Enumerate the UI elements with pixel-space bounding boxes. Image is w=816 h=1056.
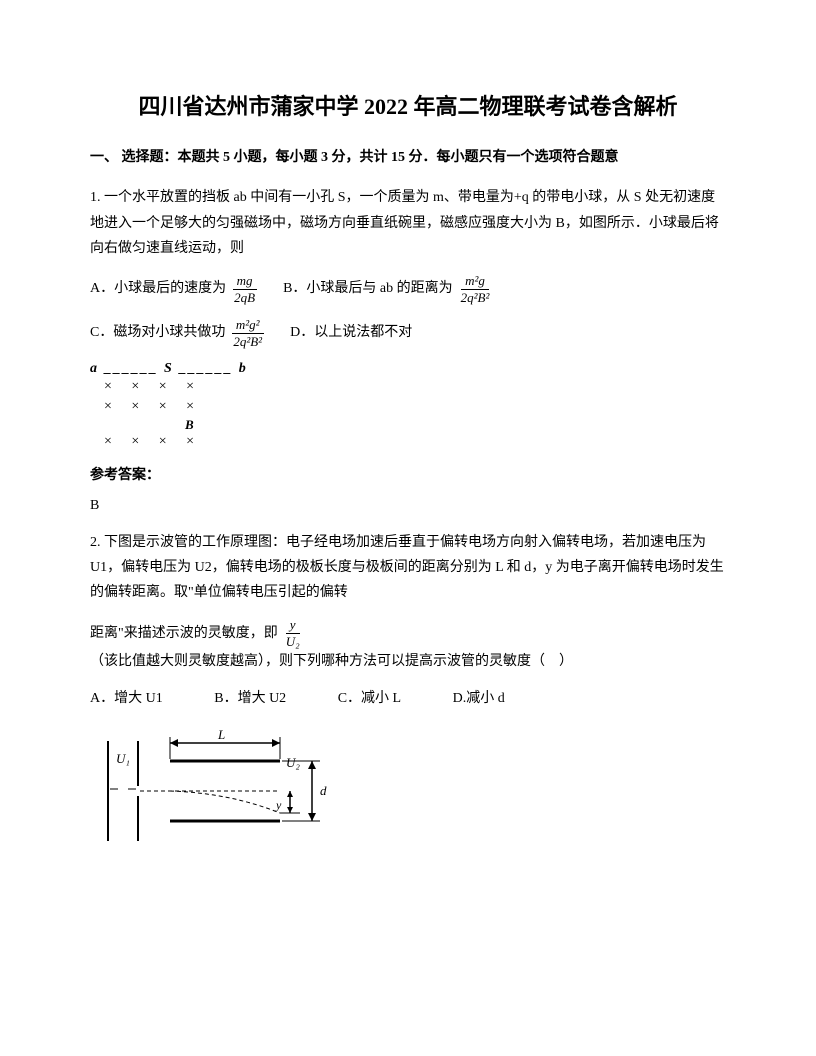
u1-label: U₁ [116,751,130,766]
q2-text-p1: 2. 下图是示波管的工作原理图：电子经电场加速后垂直于偏转电场方向射入偏转电场，… [90,530,726,606]
q1-optA-num: mg [233,273,257,290]
q2-frac-den: U₂ [282,634,304,650]
q2-frac-num: y [286,617,300,634]
q1-diagram-b: B [90,417,726,433]
q1-options-cd: C．磁场对小球共做功 m²g² 2q²B² D．以上说法都不对 [90,317,726,349]
q1-optC-prefix: C．磁场对小球共做功 [90,318,225,349]
q2-options: A．增大 U1 B．增大 U2 C．减小 L D.减小 d [90,687,726,707]
q1-option-b: B．小球最后与 ab 的距离为 m²g 2q²B² [283,273,497,305]
d-arrow-bot [308,813,316,821]
q1-diagram-row3: × × × × [90,432,726,452]
y-arrow-bot [287,807,293,813]
y-label: y [275,798,282,812]
q1-optC-den: 2q²B² [229,334,266,350]
q1-optA-fraction: mg 2qB [230,273,259,305]
q1-option-a: A．小球最后的速度为 mg 2qB [90,273,263,305]
q1-optA-prefix: A．小球最后的速度为 [90,274,226,305]
q2-p2-prefix: 距离"来描述示波的灵敏度，即 [90,621,278,646]
l-arrow-right [272,739,280,747]
y-arrow-top [287,791,293,797]
q2-svg: U₁ L U₂ d y [90,721,350,861]
q1-option-d: D．以上说法都不对 [290,318,412,349]
q1-optC-fraction: m²g² 2q²B² [229,317,266,349]
q2-option-a: A．增大 U1 [90,691,163,706]
q1-option-c: C．磁场对小球共做功 m²g² 2q²B² [90,317,270,349]
q2-diagram: U₁ L U₂ d y [90,721,726,866]
q1-optB-num: m²g [461,273,489,290]
q2-option-c: C．减小 L [338,691,401,706]
q1-answer: B [90,498,726,514]
d-label: d [320,783,327,798]
q1-answer-label: 参考答案： [90,464,726,484]
q1-diagram: a ______ S ______ b × × × × × × × × B × … [90,361,726,451]
q2-text-p2: 距离"来描述示波的灵敏度，即 y U₂ （该比值越大则灵敏度越高），则下列哪种方… [90,617,726,674]
u2-label: U₂ [286,755,300,770]
q1-diagram-top: a ______ S ______ b [90,361,726,377]
trajectory [170,791,280,813]
q1-optB-fraction: m²g 2q²B² [457,273,494,305]
q1-optB-den: 2q²B² [457,290,494,306]
q2-fraction: y U₂ [282,617,304,649]
q1-diagram-row1: × × × × [90,377,726,397]
q2-p2-suffix: （该比值越大则灵敏度越高），则下列哪种方法可以提高示波管的灵敏度（ ） [90,649,573,674]
q1-diagram-row2: × × × × [90,397,726,417]
q1-options-ab: A．小球最后的速度为 mg 2qB B．小球最后与 ab 的距离为 m²g 2q… [90,273,726,305]
slit [136,786,140,796]
q2-option-b: B．增大 U2 [214,691,286,706]
q1-optB-prefix: B．小球最后与 ab 的距离为 [283,274,453,305]
q1-text: 1. 一个水平放置的挡板 ab 中间有一小孔 S，一个质量为 m、带电量为+q … [90,185,726,261]
d-arrow-top [308,761,316,769]
q1-optC-num: m²g² [232,317,264,334]
section-header: 一、 选择题：本题共 5 小题，每小题 3 分，共计 15 分．每小题只有一个选… [90,147,726,169]
page-title: 四川省达州市蒲家中学 2022 年高二物理联考试卷含解析 [90,90,726,123]
q2-option-d: D.减小 d [453,691,505,706]
q1-optA-den: 2qB [230,290,259,306]
l-label: L [217,727,225,742]
l-arrow-left [170,739,178,747]
